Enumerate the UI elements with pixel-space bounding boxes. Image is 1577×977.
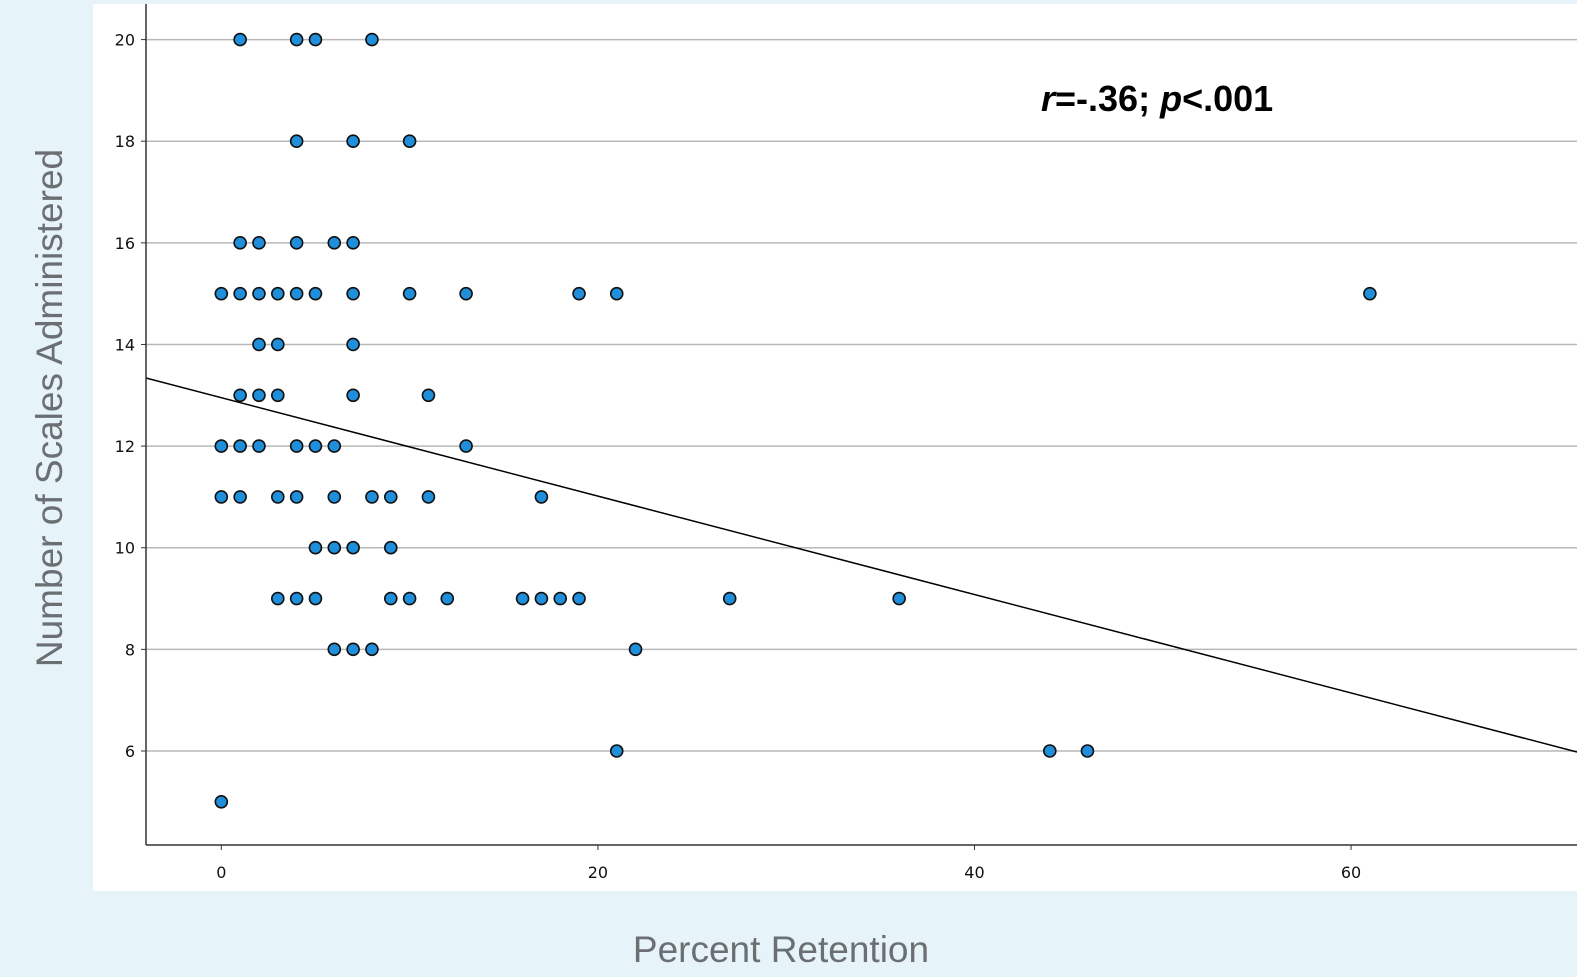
data-point bbox=[628, 642, 643, 657]
data-point bbox=[271, 286, 285, 301]
data-point bbox=[459, 286, 473, 301]
gridlines bbox=[141, 38, 1577, 850]
data-point bbox=[1080, 744, 1095, 758]
data-point bbox=[308, 591, 323, 606]
data-point bbox=[346, 337, 360, 352]
data-point bbox=[327, 439, 342, 453]
chart-panel: 6 8 10 12 14 16 18 20 0 20 40 60 r=-.36; p<.001 bbox=[93, 4, 1577, 891]
data-point bbox=[722, 591, 737, 606]
data-point bbox=[383, 591, 398, 606]
data-point bbox=[553, 591, 568, 606]
data-point bbox=[308, 439, 323, 453]
regression-line bbox=[145, 377, 1577, 753]
y-tick-label: 8 bbox=[125, 640, 135, 659]
y-tick-label: 20 bbox=[115, 31, 135, 50]
data-point bbox=[402, 134, 417, 149]
data-point bbox=[365, 490, 379, 504]
x-tick-label: 60 bbox=[1341, 863, 1361, 882]
data-point bbox=[233, 490, 247, 504]
data-point bbox=[289, 134, 304, 149]
data-point bbox=[252, 337, 266, 352]
data-point bbox=[289, 490, 304, 504]
data-point bbox=[252, 236, 266, 250]
data-point bbox=[289, 591, 304, 606]
data-point bbox=[346, 286, 360, 301]
data-point bbox=[271, 337, 285, 352]
data-point bbox=[346, 642, 360, 657]
y-tick-label: 10 bbox=[115, 539, 135, 558]
data-point bbox=[308, 286, 323, 301]
data-point bbox=[252, 439, 266, 453]
data-point bbox=[515, 591, 530, 606]
x-tick-label: 0 bbox=[216, 863, 226, 882]
data-point bbox=[289, 286, 304, 301]
data-point bbox=[327, 490, 342, 504]
data-point bbox=[214, 439, 229, 453]
data-point bbox=[892, 591, 906, 606]
p-value: <.001 bbox=[1182, 78, 1273, 119]
data-point bbox=[271, 490, 285, 504]
data-point bbox=[289, 236, 304, 250]
tick-labels: 6 8 10 12 14 16 18 20 0 20 40 60 bbox=[115, 31, 1362, 882]
data-point bbox=[609, 286, 624, 301]
y-tick-label: 14 bbox=[115, 335, 135, 354]
x-tick-label: 20 bbox=[588, 863, 608, 882]
data-point bbox=[252, 286, 266, 301]
data-point bbox=[346, 134, 360, 149]
data-point bbox=[289, 32, 304, 47]
data-point bbox=[271, 388, 285, 403]
data-point bbox=[289, 439, 304, 453]
axes bbox=[145, 4, 1577, 846]
data-point bbox=[327, 236, 342, 250]
data-point bbox=[534, 490, 549, 504]
data-point bbox=[233, 32, 247, 47]
data-points bbox=[214, 32, 1377, 809]
data-point bbox=[609, 744, 624, 758]
p-symbol: p bbox=[1159, 78, 1182, 119]
x-tick-label: 40 bbox=[964, 863, 984, 882]
data-point bbox=[572, 286, 586, 301]
data-point bbox=[421, 388, 436, 403]
scatter-plot: 6 8 10 12 14 16 18 20 0 20 40 60 r=-.36; p<.001 bbox=[115, 4, 1577, 882]
data-point bbox=[346, 540, 360, 555]
data-point bbox=[572, 591, 586, 606]
data-point bbox=[308, 540, 323, 555]
data-point bbox=[1363, 286, 1377, 301]
data-point bbox=[214, 286, 229, 301]
data-point bbox=[421, 490, 436, 504]
data-point bbox=[214, 490, 229, 504]
data-point bbox=[402, 591, 417, 606]
fit-line-layer bbox=[145, 377, 1577, 753]
data-point bbox=[214, 795, 229, 809]
data-point bbox=[327, 540, 342, 555]
data-point bbox=[233, 236, 247, 250]
data-point bbox=[402, 286, 417, 301]
data-point bbox=[346, 236, 360, 250]
data-point bbox=[327, 642, 342, 657]
data-point bbox=[271, 591, 285, 606]
data-point bbox=[233, 286, 247, 301]
r-value: =-.36; bbox=[1055, 78, 1160, 119]
y-tick-label: 6 bbox=[125, 742, 135, 761]
r-symbol: r bbox=[1041, 78, 1057, 119]
y-tick-label: 12 bbox=[115, 437, 135, 456]
data-point bbox=[365, 642, 379, 657]
data-point bbox=[534, 591, 549, 606]
y-axis-label: Number of Scales Administered bbox=[29, 148, 70, 668]
data-point bbox=[346, 388, 360, 403]
data-point bbox=[459, 439, 473, 453]
y-tick-label: 18 bbox=[115, 132, 135, 151]
data-point bbox=[365, 32, 379, 47]
data-point bbox=[440, 591, 455, 606]
y-tick-label: 16 bbox=[115, 234, 135, 253]
correlation-annotation: r=-.36; p<.001 bbox=[1041, 78, 1273, 119]
data-point bbox=[308, 32, 323, 47]
data-point bbox=[383, 490, 398, 504]
data-point bbox=[383, 540, 398, 555]
data-point bbox=[1042, 744, 1057, 758]
x-axis-label: Percent Retention bbox=[632, 929, 930, 970]
data-point bbox=[233, 388, 247, 403]
data-point bbox=[233, 439, 247, 453]
data-point bbox=[252, 388, 266, 403]
